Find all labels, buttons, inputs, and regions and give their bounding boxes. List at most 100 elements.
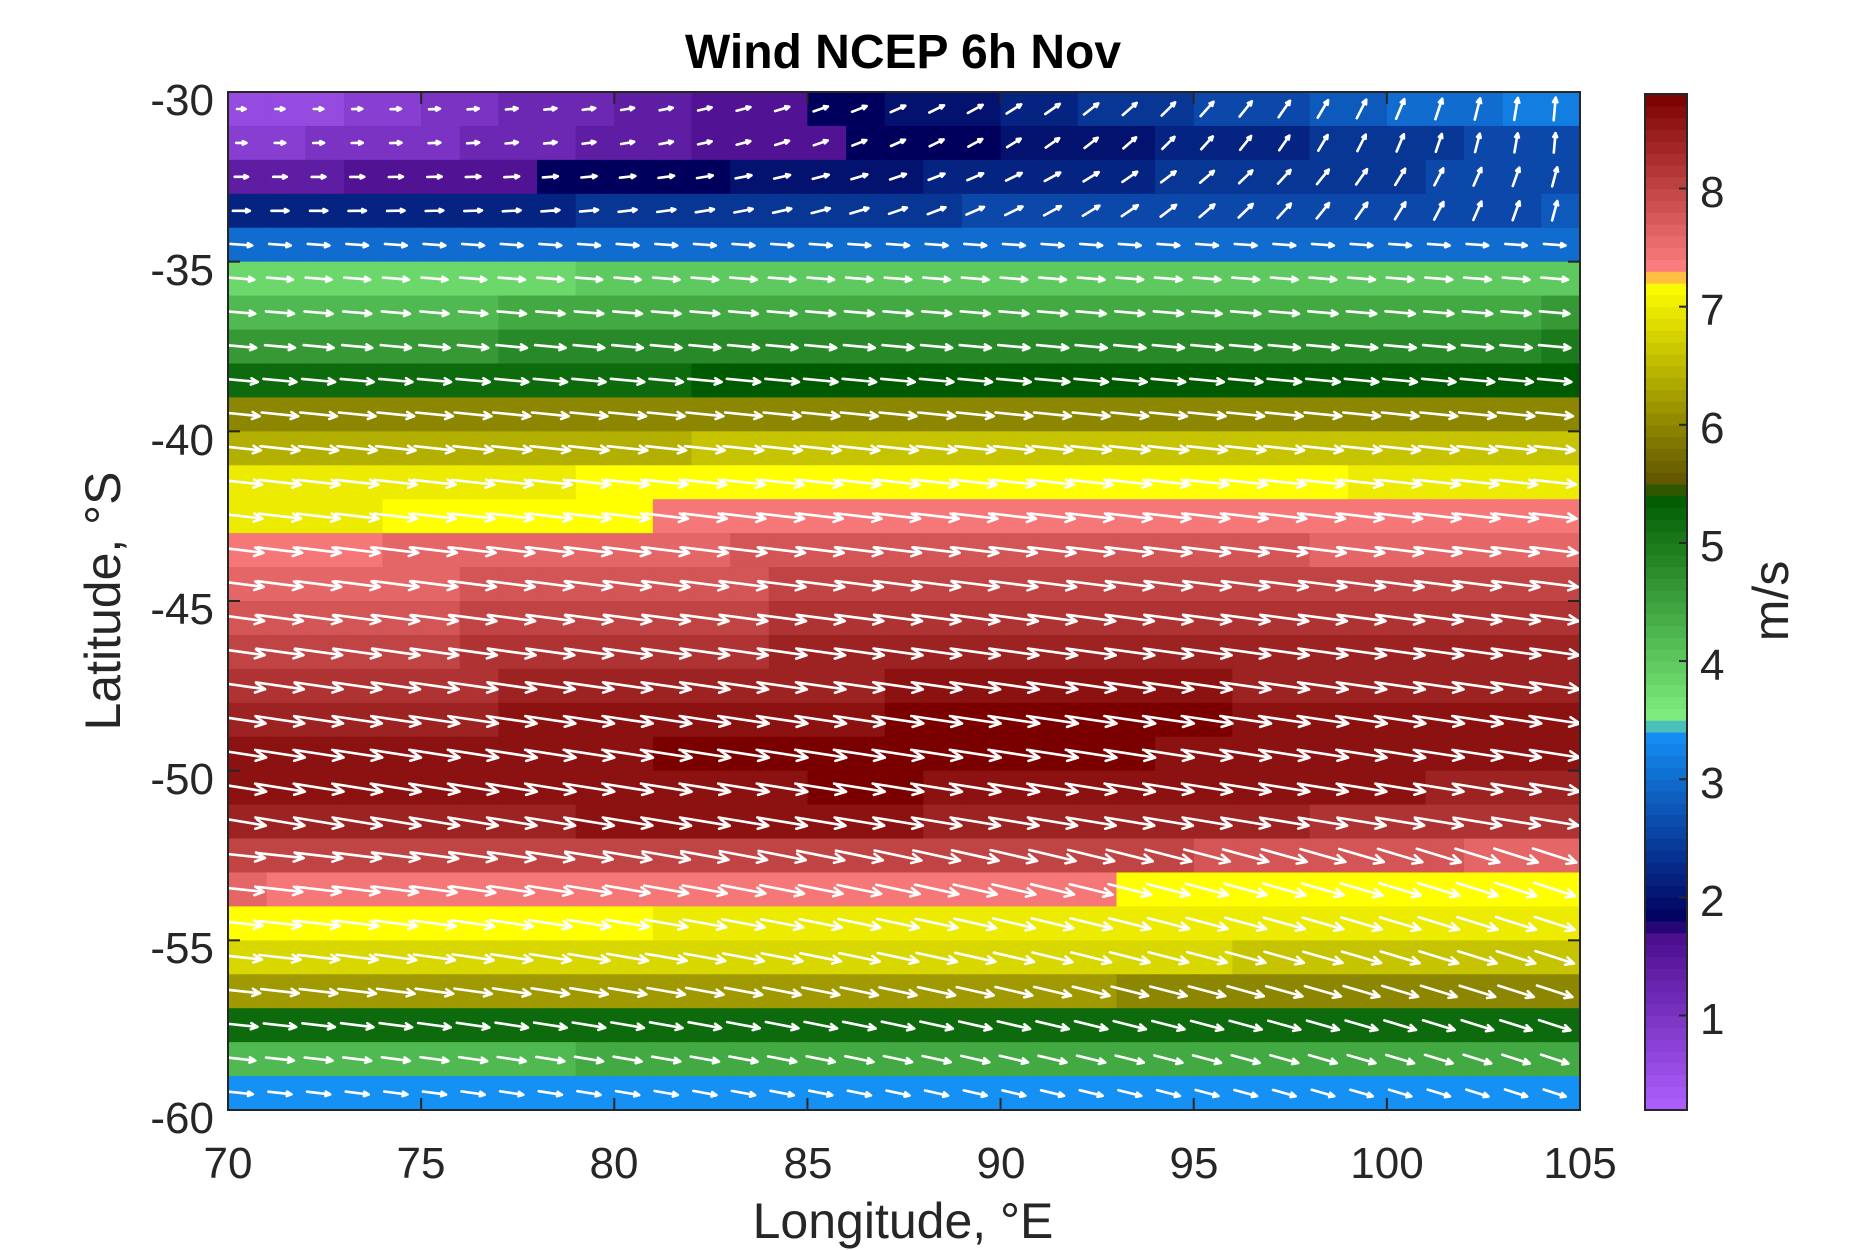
wind-arrow [1030, 917, 1075, 932]
heatmap-cell [1232, 92, 1272, 127]
wind-arrow [1496, 410, 1536, 421]
heatmap-cell [1425, 193, 1465, 229]
wind-arrow [298, 987, 339, 998]
wind-arrow [1148, 985, 1188, 999]
y-tick-50: -50 [150, 755, 214, 804]
wind-arrow [1106, 478, 1153, 490]
wind-arrow [374, 444, 417, 455]
wind-arrow [1065, 816, 1117, 830]
heatmap-cell [1348, 872, 1388, 907]
wind-arrow [1031, 444, 1074, 455]
wind-arrow [657, 173, 676, 180]
wind-arrow [1142, 681, 1195, 694]
wind-arrow [966, 103, 984, 115]
wind-arrow [619, 105, 636, 112]
wind-arrow [1233, 1088, 1259, 1099]
wind-arrow [453, 410, 493, 421]
heatmap-cell [1348, 906, 1388, 941]
wind-arrow [1494, 881, 1538, 899]
wind-arrow [1503, 1088, 1529, 1099]
y-tick-35: -35 [150, 246, 214, 295]
heatmap-cell [1309, 159, 1349, 195]
heatmap-cell [1309, 1042, 1349, 1077]
wind-arrow [832, 748, 887, 763]
wind-arrow [842, 343, 877, 352]
wind-arrow [1393, 167, 1407, 187]
wind-arrow [885, 1089, 911, 1098]
colorbar-segment [1645, 968, 1687, 981]
heatmap-cell [1270, 193, 1311, 229]
wind-arrow [446, 782, 500, 797]
heatmap-cell [1386, 1042, 1427, 1077]
heatmap-cell [768, 92, 809, 127]
wind-arrow [1297, 816, 1349, 830]
wind-arrow [1262, 882, 1307, 899]
wind-arrow [846, 1089, 873, 1098]
heatmap-cell [1348, 159, 1388, 195]
wind-arrow [350, 105, 364, 112]
wind-arrow [567, 952, 611, 965]
colorbar-segment [1645, 861, 1687, 875]
wind-arrow [369, 748, 423, 763]
heatmap-cell [1425, 92, 1465, 127]
heatmap-cell [1270, 92, 1311, 127]
wind-arrow [604, 884, 651, 898]
x-tick-105: 105 [1543, 1139, 1616, 1188]
wind-arrow [606, 444, 649, 455]
wind-arrow [389, 105, 403, 112]
x-tick-70: 70 [204, 1139, 253, 1188]
colorbar-segment [1645, 294, 1687, 308]
wind-arrow [1004, 171, 1023, 182]
colorbar-segment [1645, 802, 1687, 816]
wind-arrow [756, 816, 809, 831]
wind-arrow [1490, 782, 1542, 796]
wind-arrow [653, 1089, 680, 1098]
wind-arrow [999, 275, 1029, 284]
wind-arrow [1263, 950, 1306, 966]
colorbar-segment [1645, 1074, 1687, 1087]
wind-arrow [1335, 748, 1388, 763]
x-axis-label: Longitude, °E [753, 1193, 1054, 1249]
wind-arrow [1379, 950, 1421, 966]
wind-arrow [1343, 376, 1380, 386]
wind-arrow [1258, 816, 1310, 830]
wind-arrow [1501, 275, 1531, 284]
wind-arrow [1262, 916, 1306, 932]
wind-arrow [1513, 132, 1521, 154]
y-axis-label: Latitude, °S [75, 471, 131, 730]
wind-arrow [1420, 376, 1457, 386]
colorbar-segment [1645, 188, 1687, 201]
wind-arrow [987, 816, 1040, 830]
wind-arrow [569, 410, 609, 421]
colorbar-segment [1645, 708, 1687, 721]
colorbar-segment [1645, 412, 1687, 426]
wind-arrow [812, 138, 829, 147]
wind-arrow [1535, 410, 1575, 421]
heatmap-cell [1232, 940, 1272, 975]
heatmap-cell [1116, 92, 1156, 127]
colorbar-segment [1645, 271, 1687, 284]
heatmap-cell [1232, 159, 1272, 195]
wind-arrow [640, 681, 693, 694]
colorbar-segment [1645, 991, 1687, 1005]
wind-arrow [601, 714, 654, 729]
heatmap-cell [1039, 125, 1079, 161]
wind-arrow [729, 275, 758, 284]
wind-arrow [640, 647, 692, 660]
heatmap-cell [1270, 125, 1311, 161]
heatmap-cell [1116, 125, 1156, 161]
wind-arrow [1412, 681, 1465, 694]
wind-arrow [718, 849, 769, 864]
wind-arrow [1237, 202, 1254, 219]
wind-arrow [760, 952, 804, 965]
wind-arrow [1082, 170, 1100, 183]
colorbar-segment [1645, 223, 1687, 237]
wind-arrow [1529, 647, 1581, 660]
wind-arrow [850, 104, 868, 114]
colorbar-segment [1645, 1050, 1687, 1064]
wind-arrow [1222, 512, 1269, 524]
wind-arrow [728, 1055, 759, 1065]
wind-arrow [453, 987, 494, 998]
wind-arrow [720, 884, 767, 898]
wind-arrow [350, 139, 364, 146]
